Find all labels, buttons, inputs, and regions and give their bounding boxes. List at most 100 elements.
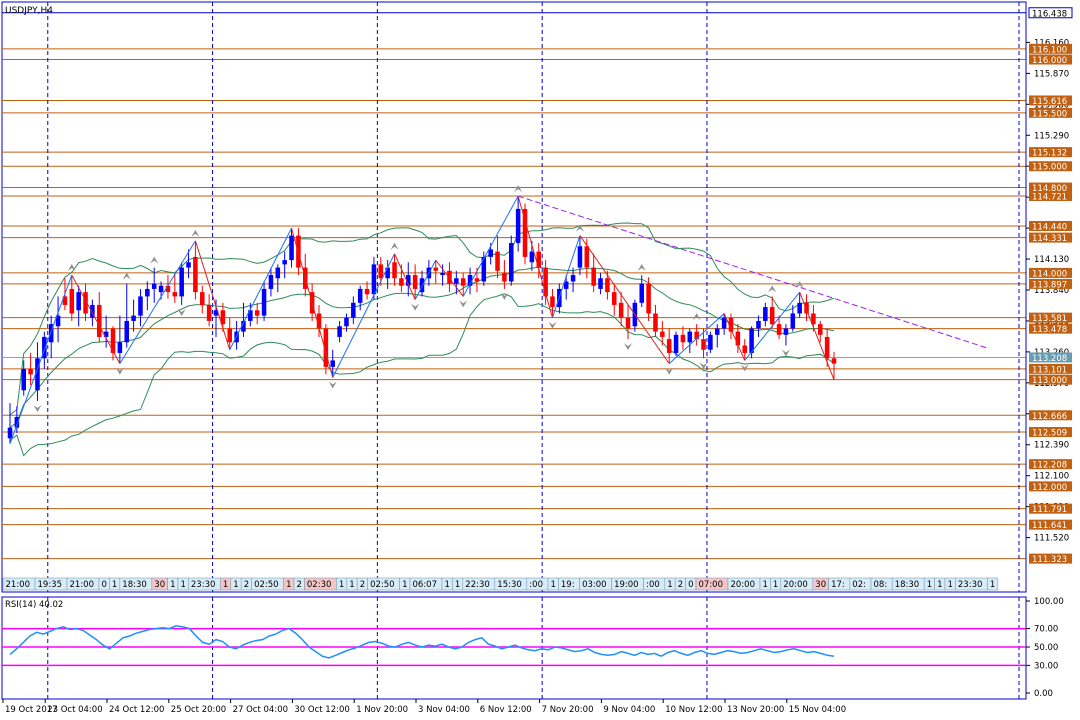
level-label-bg — [1029, 190, 1072, 201]
candle-body — [708, 334, 713, 350]
candle-body — [790, 313, 796, 329]
candle-body — [131, 315, 136, 321]
zigzag-segment — [668, 313, 725, 365]
fractal-up-arrow — [67, 264, 76, 272]
candle-body — [831, 358, 837, 364]
level-label-bg — [1029, 519, 1072, 530]
fractal-up-arrow — [768, 285, 777, 293]
candle-body — [351, 302, 356, 318]
event-flag-label: 2 — [244, 580, 249, 590]
time-tick-label: 1 Nov 20:00 — [356, 705, 408, 715]
candle-body — [28, 368, 33, 375]
time-tick-label: 25 Oct 20:00 — [171, 705, 226, 715]
event-flag-label: 1 — [445, 580, 450, 590]
candle-body — [605, 278, 610, 293]
event-flag-label: 1 — [948, 580, 953, 590]
candle-body — [488, 249, 493, 257]
level-label: 113.000 — [1032, 376, 1067, 386]
candle-body — [728, 317, 734, 332]
candle-body — [330, 360, 335, 367]
price-tick-label: 112.100 — [1034, 472, 1069, 482]
rsi-tick-label: 30.00 — [1034, 661, 1058, 671]
zigzag-segment — [394, 253, 416, 300]
candle-body — [193, 256, 198, 293]
event-flag-label: 2 — [678, 580, 683, 590]
candle-body — [275, 267, 281, 279]
level-label-bg — [1029, 107, 1072, 118]
rsi-panel[interactable]: 100.00 70.00 50.00 30.00 0.00 RSI(14) 40.02 — [1, 596, 1064, 700]
event-flag-label: :00 — [529, 580, 543, 590]
level-label: 112.509 — [1032, 429, 1067, 439]
event-flag-label: 1 — [773, 580, 778, 590]
event-flag-label: 1 — [170, 580, 175, 590]
candle-body — [824, 336, 830, 359]
event-flag-label: 1 — [937, 580, 942, 590]
event-flag-label: 18:30 — [122, 580, 147, 590]
candle-body — [323, 328, 329, 367]
candle-body — [536, 251, 541, 268]
event-flag-label: 19: — [561, 580, 575, 590]
level-label: 115.616 — [1032, 97, 1067, 107]
candle-body — [254, 310, 260, 316]
event-flag-label: 21:00 — [70, 580, 95, 590]
event-flag-label: 1 — [763, 580, 768, 590]
candle-body — [591, 267, 596, 286]
event-flag-label: 07:00 — [699, 580, 724, 590]
level-label: 114.440 — [1032, 222, 1067, 232]
level-label-bg — [1028, 7, 1073, 19]
trendline[interactable] — [517, 195, 987, 349]
candle-body — [612, 292, 617, 305]
rsi-period-separators — [47, 597, 1020, 699]
candle-body — [165, 285, 171, 293]
level-label: 112.666 — [1032, 412, 1067, 422]
event-flag-label: 08: — [874, 580, 888, 590]
time-tick-label: 9 Nov 04:00 — [603, 705, 655, 715]
main-price-panel[interactable]: USDJPY,H4 21:00 19:35 21:00 0 1 18:30 30 1 1 23:3… — [1, 1, 1027, 593]
candle-body — [563, 281, 569, 289]
level-label-bg — [1029, 220, 1072, 231]
level-label: 112.000 — [1032, 483, 1067, 493]
candle-body — [172, 292, 178, 297]
zigzag-segment — [291, 227, 334, 378]
event-flag-label: 1 — [349, 580, 354, 590]
level-label-bg — [1029, 503, 1072, 514]
price-tick-label: 116.160 — [1034, 38, 1069, 48]
candle-body — [90, 304, 95, 318]
fractal-up-arrow — [150, 256, 159, 264]
event-flag-label: 15:30 — [497, 580, 522, 590]
zigzag-segment — [332, 253, 395, 378]
rsi-tick-label: 0.00 — [1034, 689, 1053, 699]
zigzag-segment — [517, 195, 553, 318]
candle-body — [687, 331, 693, 343]
candle-body — [783, 328, 789, 335]
event-flag-label: 30 — [815, 580, 826, 590]
candle-body — [76, 292, 81, 311]
candle-body — [7, 427, 13, 439]
fractal-down-arrow — [548, 321, 557, 329]
event-flag-label: 1 — [455, 580, 460, 590]
candle-body — [55, 315, 61, 327]
level-label: 114.800 — [1032, 184, 1067, 194]
zigzag-segment — [119, 240, 196, 364]
time-tick-label: 19 Oct 2017 — [5, 705, 58, 715]
level-label: 113.208 — [1032, 354, 1067, 364]
price-panel-frame — [1, 1, 1027, 593]
candle-body — [481, 256, 487, 282]
event-flag-label: 20:00 — [731, 580, 756, 590]
level-label-bg — [1029, 427, 1072, 438]
event-flag-label: 20:00 — [783, 580, 808, 590]
event-flag-label: 06:07 — [413, 580, 438, 590]
level-label-bg — [1029, 267, 1072, 278]
candle-body — [467, 275, 473, 286]
event-flag-label: :00 — [646, 580, 660, 590]
level-label-bg — [1029, 410, 1072, 421]
candle-body — [646, 283, 651, 314]
event-strip[interactable]: 21:00 19:35 21:00 0 1 18:30 30 1 1 23:30 1 1 2 02:50 1… — [2, 577, 999, 591]
bollinger-upper — [9, 222, 835, 416]
candle-body — [378, 264, 384, 279]
event-flag-label: 21:00 — [6, 580, 31, 590]
fractal-down-arrow — [411, 303, 420, 311]
candle-body — [495, 251, 500, 271]
level-label: 113.101 — [1032, 365, 1067, 375]
